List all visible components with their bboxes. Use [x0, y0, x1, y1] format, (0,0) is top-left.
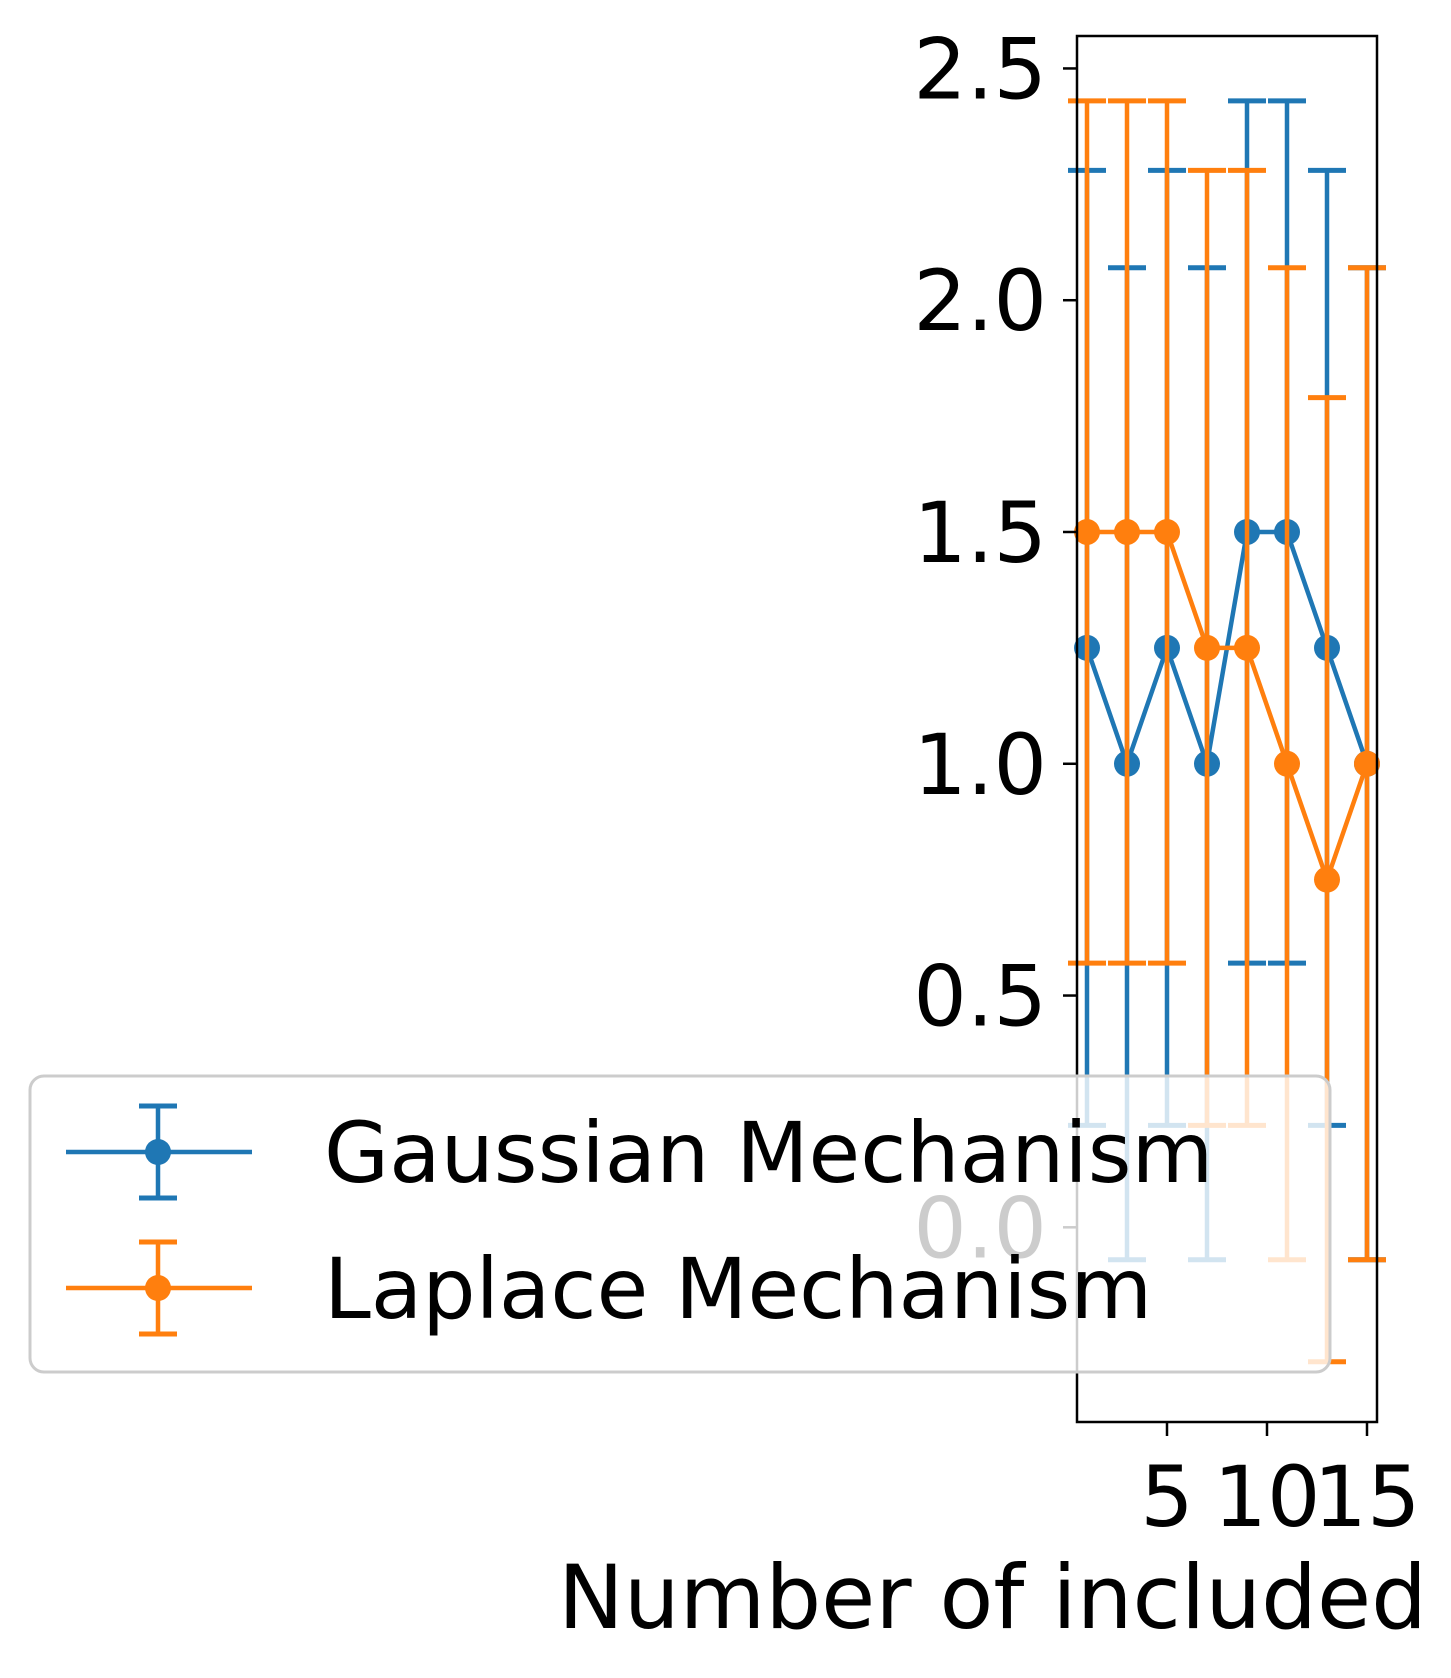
legend: Gaussian Mechanism Laplace Mechanism: [28, 1074, 1332, 1374]
y-tick-label-5: 2.5: [913, 20, 1047, 118]
legend-marker-1: [145, 1275, 171, 1301]
x-tick-label-1: 10: [1214, 1448, 1321, 1546]
point-1-5: [1274, 750, 1300, 777]
y-axis: 0.00.51.01.52.02.5: [913, 20, 1077, 1277]
x-axis-title: Number of included: [558, 1546, 1427, 1649]
point-1-0: [1074, 518, 1100, 545]
point-1-7: [1354, 750, 1380, 777]
point-1-2: [1154, 518, 1180, 545]
x-tick-label-0: 5: [1140, 1448, 1193, 1546]
point-1-4: [1234, 634, 1260, 661]
legend-box: [28, 1074, 1332, 1374]
y-tick-label-1: 0.5: [913, 948, 1047, 1046]
legend-label-0: Gaussian Mechanism: [324, 1104, 1213, 1202]
y-tick-label-2: 1.0: [913, 716, 1047, 814]
legend-label-1: Laplace Mechanism: [324, 1240, 1152, 1338]
point-1-3: [1194, 634, 1220, 661]
x-tick-label-2: 15: [1314, 1448, 1421, 1546]
plot-frame: [1075, 34, 1379, 1424]
point-1-1: [1114, 518, 1140, 545]
point-1-6: [1314, 866, 1340, 893]
y-tick-label-4: 2.0: [913, 252, 1047, 350]
y-tick-label-3: 1.5: [913, 484, 1047, 582]
legend-marker-0: [145, 1139, 171, 1165]
